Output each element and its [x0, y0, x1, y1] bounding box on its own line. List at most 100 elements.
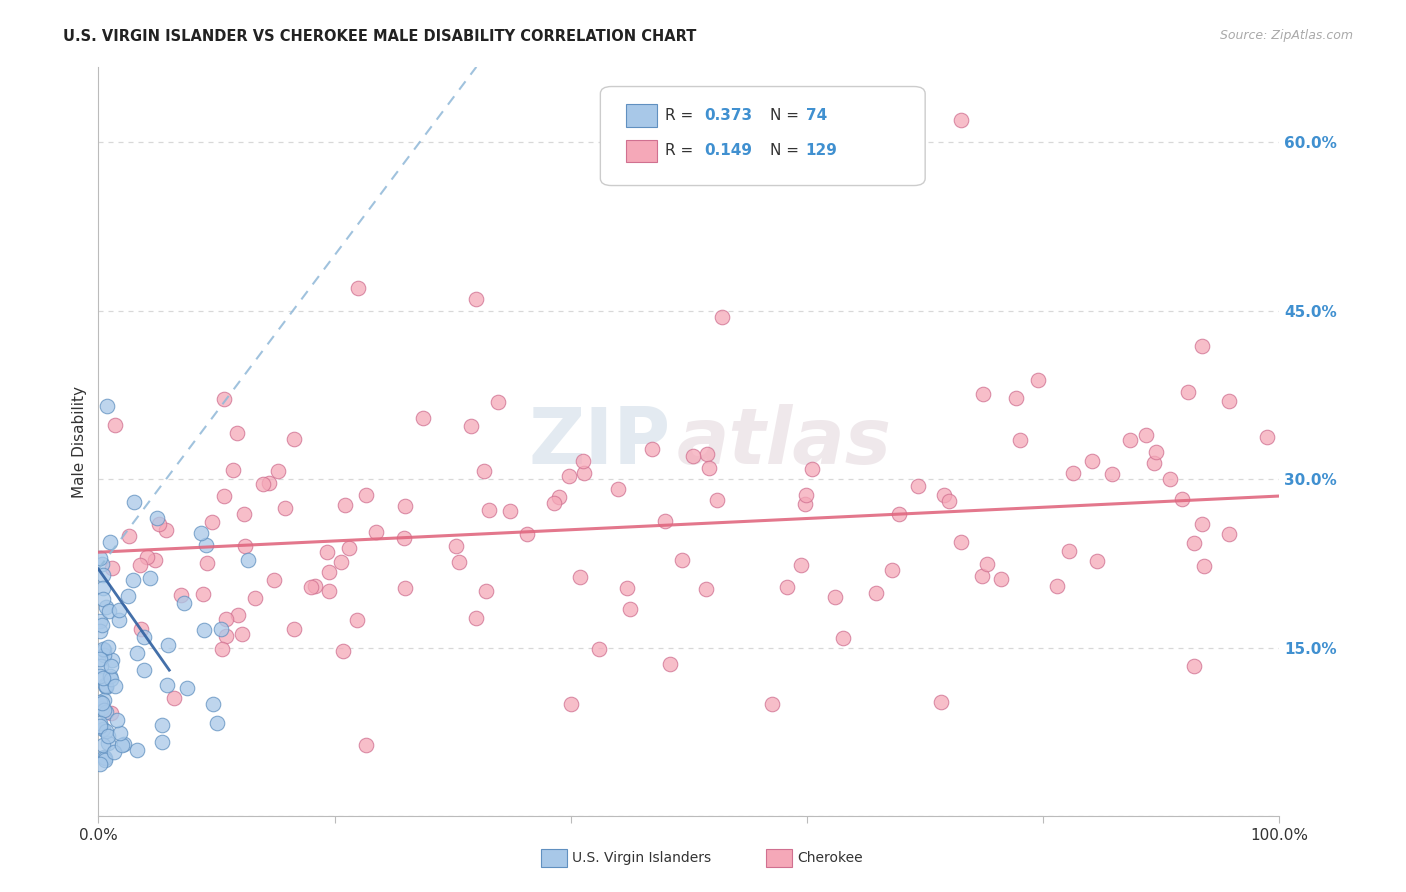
Point: [776, 580, 799, 594]
Text: Source: ZipAtlas.com: Source: ZipAtlas.com: [1219, 29, 1353, 42]
Point: [94, 680, 117, 694]
Point: [572, 454, 595, 468]
Point: [474, 583, 496, 598]
Point: [170, 588, 193, 602]
Point: [1182, 658, 1205, 673]
Point: [880, 563, 903, 577]
Point: [1218, 526, 1240, 541]
Point: [832, 631, 855, 645]
Point: [346, 613, 368, 627]
Point: [236, 553, 259, 567]
Point: [318, 584, 340, 599]
Point: [1256, 430, 1278, 444]
Point: [91, 618, 114, 632]
Point: [394, 499, 416, 513]
Point: [1218, 393, 1240, 408]
Point: [887, 507, 910, 521]
Point: [697, 461, 720, 475]
Point: [176, 681, 198, 695]
Point: [976, 558, 998, 572]
Point: [125, 647, 148, 661]
Point: [134, 664, 156, 678]
Point: [139, 571, 162, 585]
Point: [478, 503, 501, 517]
Point: [1170, 492, 1192, 507]
Point: [89, 669, 111, 683]
Point: [100, 672, 122, 686]
Point: [107, 603, 129, 617]
Point: [1085, 554, 1108, 568]
Point: [790, 558, 813, 572]
Point: [104, 679, 127, 693]
Point: [89, 651, 111, 665]
Point: [122, 494, 145, 508]
Point: [1144, 445, 1167, 459]
Point: [131, 623, 153, 637]
Point: [100, 706, 122, 720]
Point: [588, 642, 610, 657]
Point: [93, 648, 115, 662]
Point: [112, 737, 135, 751]
Text: 0.373: 0.373: [704, 108, 752, 122]
Point: [205, 716, 228, 731]
Point: [316, 545, 339, 559]
Text: R =: R =: [665, 144, 699, 158]
Point: [329, 555, 352, 569]
Text: atlas: atlas: [678, 403, 893, 480]
Point: [103, 745, 125, 759]
Point: [96, 399, 118, 413]
Point: [93, 693, 115, 707]
Point: [569, 570, 592, 584]
Point: [607, 482, 630, 496]
Point: [332, 644, 354, 658]
Point: [118, 529, 141, 543]
Point: [337, 541, 360, 556]
Point: [127, 742, 149, 756]
Point: [91, 591, 114, 606]
Text: Cherokee: Cherokee: [797, 851, 863, 865]
Point: [209, 622, 232, 636]
Point: [1119, 433, 1142, 447]
Point: [231, 627, 253, 641]
Point: [671, 552, 693, 566]
Point: [394, 581, 416, 595]
Point: [706, 492, 728, 507]
Point: [1059, 544, 1081, 558]
Point: [304, 579, 326, 593]
Point: [94, 600, 117, 615]
Point: [143, 553, 166, 567]
Point: [1008, 434, 1031, 448]
Point: [364, 524, 387, 539]
Point: [135, 549, 157, 564]
Point: [233, 508, 256, 522]
Point: [90, 659, 112, 673]
Point: [97, 640, 120, 654]
Point: [464, 611, 486, 625]
Point: [222, 462, 245, 476]
Text: 74: 74: [806, 108, 827, 122]
Point: [100, 659, 122, 673]
Point: [865, 586, 887, 600]
Point: [212, 489, 235, 503]
Point: [682, 450, 704, 464]
Point: [949, 112, 972, 127]
Point: [233, 540, 256, 554]
Point: [194, 538, 217, 552]
Point: [1159, 472, 1181, 486]
Point: [970, 569, 993, 583]
Point: [191, 587, 214, 601]
Point: [572, 466, 595, 480]
Point: [89, 695, 111, 709]
Point: [105, 713, 128, 727]
Point: [173, 596, 195, 610]
Point: [354, 488, 377, 502]
Point: [193, 623, 215, 637]
Point: [1045, 579, 1067, 593]
Text: N =: N =: [770, 144, 804, 158]
Point: [761, 697, 783, 711]
Point: [101, 561, 124, 575]
Point: [1191, 339, 1213, 353]
Point: [215, 612, 238, 626]
Text: N =: N =: [770, 108, 804, 122]
Point: [215, 629, 238, 643]
